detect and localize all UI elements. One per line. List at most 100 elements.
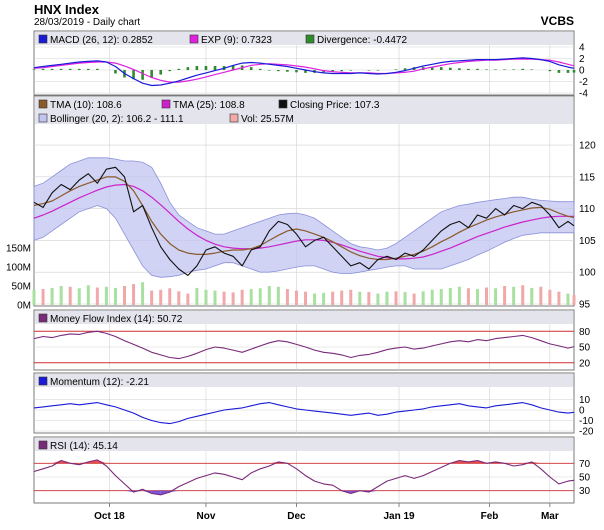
tma10-line	[33, 176, 575, 261]
volume-bar	[566, 293, 570, 305]
volume-bar	[530, 287, 534, 305]
panel-price: 120 115 110 105 100 95 150M 100M 50M 0M TMA (10): …	[6, 95, 596, 312]
y-tick-label: 110	[579, 204, 595, 215]
closing-price-line	[33, 166, 575, 276]
volume-bar	[394, 291, 398, 305]
legend-label: Momentum (12): -2.21	[50, 377, 149, 388]
legend-label: EXP (9): 0.7323	[201, 35, 272, 46]
y-tick-label: 0	[579, 66, 585, 77]
rsi-line	[33, 459, 575, 496]
y-tick-label: 105	[579, 236, 596, 247]
volume-bar	[276, 286, 280, 305]
volume-bar	[322, 292, 326, 305]
volume-bar	[457, 286, 461, 305]
volume-tick-label: 0M	[17, 301, 31, 312]
volume-bar	[430, 289, 434, 305]
volume-bar	[385, 291, 389, 305]
volume-bar	[177, 291, 181, 305]
volume-bar	[141, 282, 145, 305]
panel-rsi: 70 50 30 RSI (14): 45.14	[33, 436, 591, 504]
volume-bar	[376, 293, 380, 305]
volume-bar	[195, 287, 199, 305]
volume-bar	[557, 291, 561, 305]
y-tick-label: 50	[579, 343, 591, 354]
volume-bar	[466, 288, 470, 305]
volume-bar	[349, 289, 353, 305]
legend-bar-price-2	[35, 110, 573, 124]
volume-bar	[485, 287, 489, 305]
legend-label: Closing Price: 107.3	[290, 100, 380, 111]
chart-title: HNX Index	[34, 2, 100, 17]
legend-bar-momentum	[35, 374, 573, 387]
legend-swatch	[189, 34, 199, 44]
volume-bar	[258, 288, 262, 305]
volume-bar	[68, 286, 72, 305]
volume-bar	[448, 287, 452, 305]
volume-bar	[123, 286, 127, 305]
volume-bar	[412, 293, 416, 305]
volume-bar	[475, 289, 479, 305]
volume-bar	[358, 291, 362, 305]
volume-bar	[77, 288, 81, 305]
oversold-fill	[124, 490, 134, 493]
volume-tick-label: 100M	[6, 263, 31, 274]
volume-bar	[150, 290, 154, 305]
panel-mfi: 80 50 20 Money Flow Index (14): 50.72	[33, 309, 591, 371]
volume-bar	[32, 289, 36, 305]
legend-bar-rsi	[35, 438, 573, 451]
legend-label: Vol: 25.57M	[241, 114, 294, 125]
y-tick-label: 70	[579, 459, 591, 470]
volume-bar	[512, 286, 516, 305]
legend-bar-mfi	[35, 311, 573, 324]
volume-bar	[521, 285, 525, 305]
legend-swatch	[305, 34, 315, 44]
oversold-fill	[151, 490, 161, 495]
volume-bar	[104, 286, 108, 305]
volume-tick-label: 50M	[12, 282, 31, 293]
legend-swatch	[38, 99, 48, 109]
y-tick-label: 120	[579, 141, 596, 152]
legend-swatch	[38, 34, 48, 44]
legend-label: TMA (10): 108.6	[50, 100, 122, 111]
volume-bar	[572, 295, 576, 305]
panel-macd: 420-2-4 MACD (26, 12): 0.2852 EXP (9): 0.7…	[32, 30, 588, 100]
y-tick-label: 10	[579, 395, 591, 406]
y-tick-label: 80	[579, 327, 591, 338]
panel-momentum: 100-10-20 Momentum (12): -2.21	[33, 372, 594, 438]
legend-swatch	[38, 440, 48, 450]
legend-swatch	[38, 376, 48, 386]
x-tick-label: Nov	[197, 511, 216, 522]
legend-swatch	[38, 113, 48, 123]
volume-bar	[159, 289, 163, 305]
y-tick-label: 20	[579, 358, 591, 369]
volume-bar	[331, 291, 335, 305]
volume-tick-label: 150M	[6, 244, 31, 255]
x-tick-label: Oct 18	[94, 511, 125, 522]
volume-bar	[304, 291, 308, 305]
legend-swatch	[161, 99, 171, 109]
y-tick-label: -20	[579, 427, 594, 438]
volume-bar	[204, 289, 208, 305]
x-axis: Oct 18 Nov Dec Jan 19 Feb Mar	[94, 503, 559, 522]
x-tick-label: Dec	[287, 511, 306, 522]
legend-label: Bollinger (20, 2): 106.2 - 111.1	[50, 114, 184, 125]
y-tick-label: 115	[579, 172, 595, 183]
legend-swatch	[278, 99, 288, 109]
y-tick-label: 30	[579, 486, 591, 497]
volume-bar	[548, 289, 552, 305]
y-tick-label: -4	[579, 89, 588, 100]
volume-bar	[421, 291, 425, 305]
x-tick-label: Feb	[481, 511, 499, 522]
volume-bar	[41, 289, 45, 305]
volume-bar	[186, 293, 190, 305]
volume-bar	[539, 286, 543, 305]
chart-subtitle: 28/03/2019 - Daily chart	[34, 17, 140, 28]
volume-bar	[367, 292, 371, 305]
volume-bar	[403, 292, 407, 305]
bollinger-band	[33, 157, 575, 278]
y-tick-label: 4	[579, 43, 585, 54]
legend-label: MACD (26, 12): 0.2852	[50, 35, 153, 46]
legend-label: TMA (25): 108.8	[173, 100, 245, 111]
